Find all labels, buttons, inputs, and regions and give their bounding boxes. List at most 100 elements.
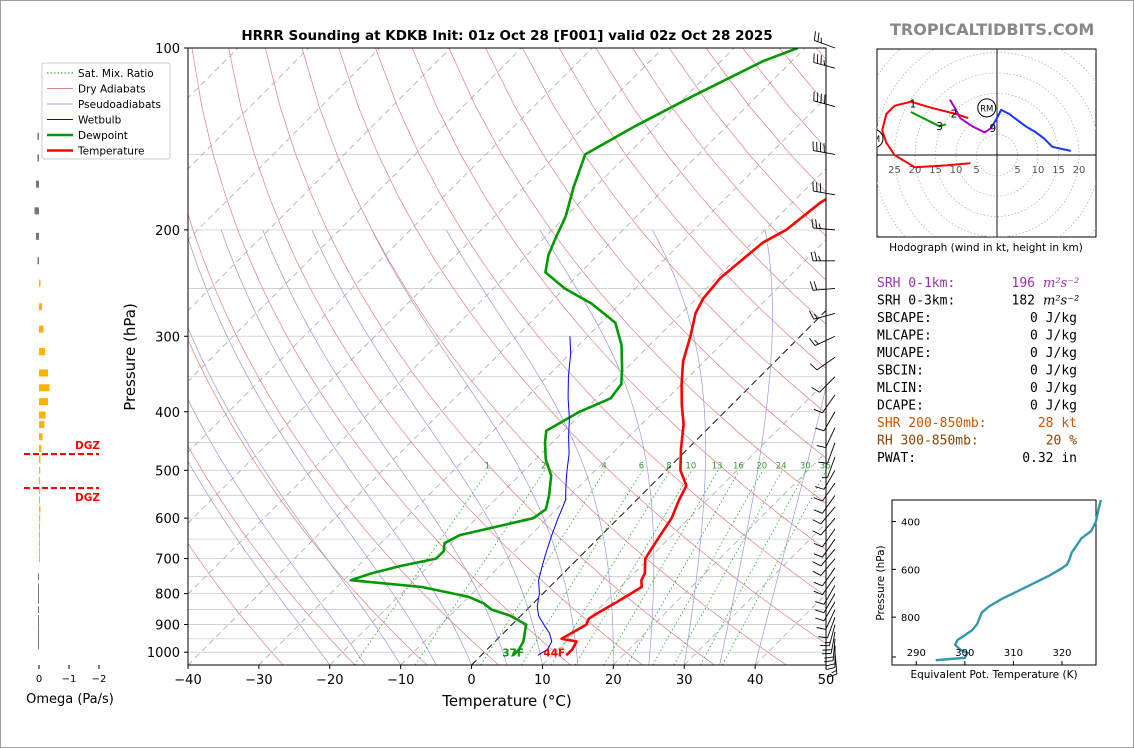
mixing-ratio-line <box>480 470 606 665</box>
isotherm-line <box>400 239 826 665</box>
wind-barb <box>820 624 836 647</box>
mixing-ratio-line <box>699 470 807 665</box>
omega-bar <box>39 384 50 392</box>
parameter-unit: m²s⁻² <box>1043 276 1079 291</box>
omega-bar <box>37 132 39 140</box>
parameter-value: 0 J/kg <box>1030 364 1077 379</box>
omega-bar <box>39 514 41 522</box>
hodograph-ring-label: 25 <box>888 165 901 176</box>
wind-barb <box>811 376 836 393</box>
hodograph-height-label: 9 <box>990 123 997 135</box>
mixing-ratio-label: 36 <box>820 461 831 471</box>
pseudoadiabat <box>652 229 706 665</box>
omega-bar <box>39 433 43 441</box>
omega-bar <box>39 456 41 464</box>
dry-adiabat <box>188 338 428 665</box>
hodograph-trace <box>910 111 947 128</box>
hodograph-motion-marker: RM <box>977 98 997 118</box>
legend-entry: Dewpoint <box>78 130 128 142</box>
dry-adiabat <box>448 48 826 504</box>
wind-barb <box>812 558 836 576</box>
omega-panel: 0 −1 −2 DGZ DGZ <box>24 132 106 685</box>
wind-barb <box>813 31 836 49</box>
mixing-ratio-label: 8 <box>666 461 671 471</box>
skewt-plot-area <box>187 47 827 666</box>
pseudoadiabat <box>220 229 472 665</box>
mixing-ratio-label: 10 <box>685 461 696 471</box>
wind-barb <box>812 548 836 567</box>
mixing-ratio-label: 13 <box>712 461 723 471</box>
omega-bar <box>34 207 39 215</box>
hodograph-height-label: 3 <box>936 121 943 133</box>
mixing-ratio-line <box>603 470 719 665</box>
hodograph-ring-label: 20 <box>909 165 922 176</box>
theta-e-x-tick-label: 300 <box>955 648 974 659</box>
y-tick-label: 900 <box>155 619 180 634</box>
dry-adiabat <box>264 48 715 665</box>
theta-e-frame <box>891 499 1097 666</box>
dry-adiabat <box>375 48 826 597</box>
parameter-label: PWAT: <box>877 451 916 466</box>
svg-text:RM: RM <box>980 104 993 114</box>
wind-barb <box>815 411 836 432</box>
omega-bar <box>39 466 41 474</box>
parameter-value: 196 <box>1012 276 1035 291</box>
wind-barb <box>812 181 836 196</box>
mixing-ratio-line <box>721 470 826 665</box>
omega-bar <box>39 444 42 452</box>
hodograph-ring-label: 15 <box>929 165 942 176</box>
dry-adiabat <box>228 48 643 665</box>
omega-bar <box>39 398 48 406</box>
legend-box <box>41 62 171 160</box>
pseudoadiabat <box>188 237 437 665</box>
wind-barb <box>815 585 836 605</box>
omega-tick-label: 0 <box>36 674 42 685</box>
pseudoadiabat <box>371 229 579 665</box>
omega-bar <box>39 421 45 429</box>
wind-barb <box>827 652 838 678</box>
legend-entry: Temperature <box>77 146 145 158</box>
y-tick-label: 300 <box>155 330 180 345</box>
omega-bar <box>39 523 40 531</box>
hodograph-trace <box>990 108 1072 152</box>
theta-e-x-tick-label: 320 <box>1052 648 1071 659</box>
isotherm-line <box>329 168 826 665</box>
wind-barb <box>816 427 836 449</box>
y-tick-label: 500 <box>155 464 180 479</box>
dry-adiabat <box>411 48 826 551</box>
parameter-label: SRH 0-3km: <box>877 294 955 309</box>
omega-axis-label: Omega (Pa/s) <box>26 692 114 707</box>
omega-bar <box>38 583 39 591</box>
pseudoadiabat <box>539 229 655 665</box>
wind-barb <box>813 482 836 502</box>
omega-bar <box>39 539 40 547</box>
wind-barb <box>821 631 836 655</box>
hodograph-ring-label: 15 <box>1052 165 1065 176</box>
mixing-ratio-line <box>652 470 764 665</box>
wind-barb <box>818 442 836 464</box>
pseudoadiabat <box>445 229 614 665</box>
wind-barb <box>823 638 836 663</box>
x-tick-label: −30 <box>245 673 272 688</box>
omega-bar <box>39 531 40 539</box>
omega-bar <box>38 573 39 581</box>
mixing-ratio-label: 6 <box>639 461 644 471</box>
mixing-ratio-label: 16 <box>733 461 744 471</box>
omega-bar <box>39 505 41 513</box>
pseudoadiabat <box>311 229 543 665</box>
wind-barb <box>811 218 836 231</box>
omega-tick-label: −1 <box>62 674 77 685</box>
parameter-value: 28 kt <box>1038 416 1077 431</box>
pseudoadiabat <box>188 398 366 665</box>
dgz-label: DGZ <box>75 440 100 452</box>
wind-barb <box>816 609 836 630</box>
omega-bar <box>39 411 46 419</box>
brand-watermark: TROPICALTIDBITS.COM <box>890 20 1095 39</box>
y-tick-label: 100 <box>155 42 180 57</box>
svg-text:LM: LM <box>868 135 880 145</box>
skewt-x-axis-label: Temperature (°C) <box>441 692 571 710</box>
y-tick-label: 600 <box>155 512 180 527</box>
parameter-label: SHR 200-850mb: <box>877 416 987 431</box>
mixing-ratio-label: 20 <box>756 461 767 471</box>
wind-barb <box>809 310 836 320</box>
